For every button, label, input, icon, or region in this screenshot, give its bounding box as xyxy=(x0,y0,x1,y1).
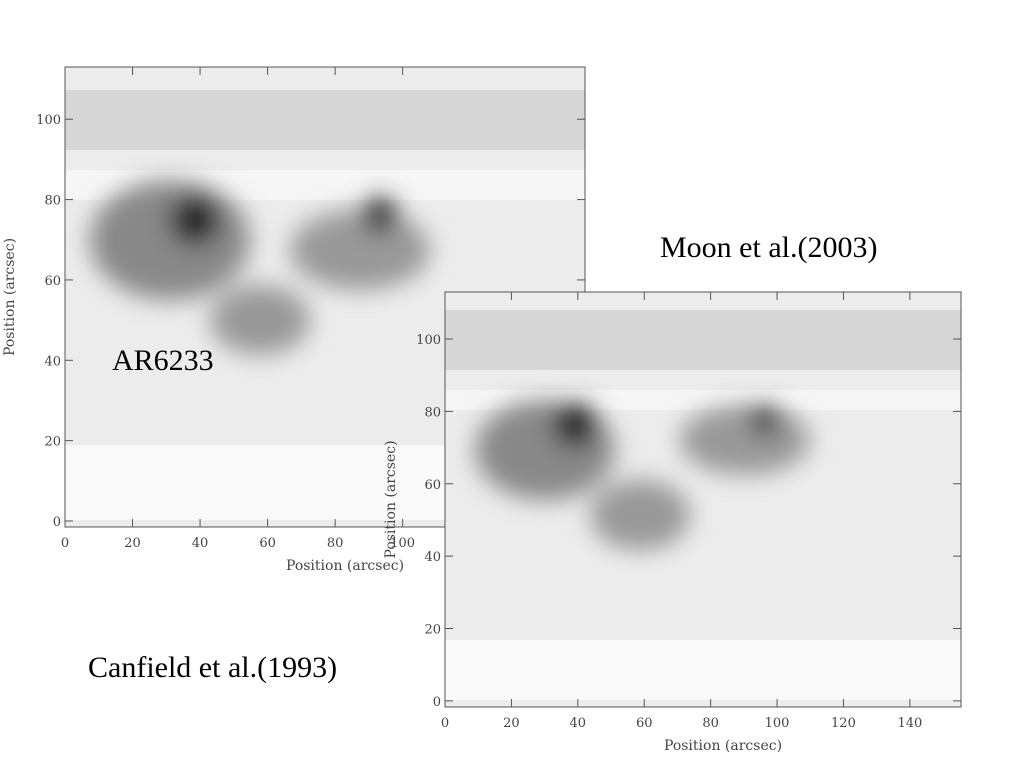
x-tick-label: 80 xyxy=(702,716,719,731)
x-tick-label: 60 xyxy=(636,716,653,731)
plot-frame xyxy=(444,291,962,708)
x-axis-label: Position (arcsec) xyxy=(286,558,404,574)
image-texture xyxy=(445,310,961,700)
x-tick-label: 40 xyxy=(570,716,587,731)
x-tick-label: 40 xyxy=(192,536,209,551)
y-tick-label: 20 xyxy=(44,435,61,450)
y-tick-label: 40 xyxy=(424,550,441,565)
y-tick-label: 100 xyxy=(416,333,441,348)
x-tick-label: 140 xyxy=(897,716,922,731)
y-tick-label: 0 xyxy=(433,695,441,710)
y-tick-label: 0 xyxy=(53,515,61,530)
y-tick-label: 80 xyxy=(424,405,441,420)
x-tick-label: 20 xyxy=(124,536,141,551)
y-axis-label: Position (arcsec) xyxy=(2,238,18,356)
y-axis-label: Position (arcsec) xyxy=(383,440,399,558)
x-axis-label: Position (arcsec) xyxy=(664,738,782,754)
y-tick-label: 60 xyxy=(424,478,441,493)
y-tick-label: 100 xyxy=(36,113,61,128)
x-tick-label: 120 xyxy=(831,716,856,731)
y-tick-label: 40 xyxy=(44,354,61,369)
y-tick-label: 20 xyxy=(424,622,441,637)
x-tick-label: 0 xyxy=(61,536,69,551)
x-tick-label: 0 xyxy=(441,716,449,731)
x-tick-label: 60 xyxy=(259,536,276,551)
x-tick-label: 80 xyxy=(327,536,344,551)
caption: Canfield et al.(1993) xyxy=(88,651,337,684)
y-tick-label: 60 xyxy=(44,274,61,289)
x-tick-label: 100 xyxy=(765,716,790,731)
caption: Moon et al.(2003) xyxy=(660,231,877,264)
x-tick-label: 100 xyxy=(390,536,415,551)
x-tick-label: 20 xyxy=(503,716,520,731)
annotation: AR6233 xyxy=(112,344,214,377)
y-tick-label: 80 xyxy=(44,194,61,209)
